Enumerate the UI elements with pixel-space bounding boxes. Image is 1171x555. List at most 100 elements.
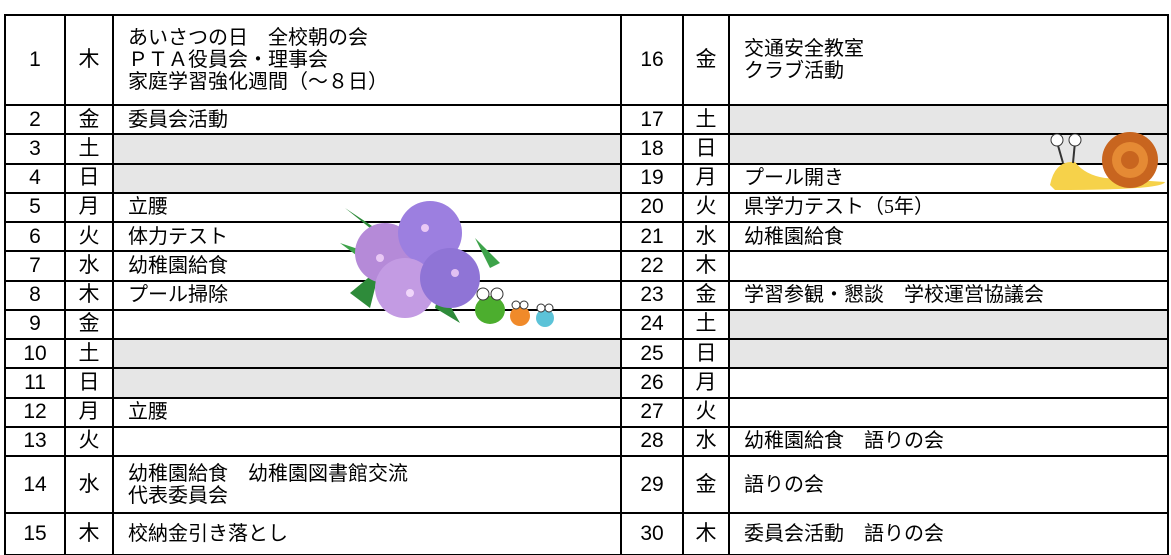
events-cell: 幼稚園給食 幼稚園図書館交流 代表委員会 (112, 455, 622, 514)
day-number: 8 (4, 279, 66, 311)
weekday: 木 (64, 14, 114, 106)
weekday: 金 (682, 455, 730, 514)
calendar-row: 3 土 18 日 (4, 133, 1169, 165)
weekday: 金 (682, 279, 730, 311)
day-number: 30 (620, 512, 684, 555)
event-text: クラブ活動 (744, 60, 844, 82)
day-number: 13 (4, 425, 66, 458)
event-text: 委員会活動 語りの会 (744, 523, 944, 545)
event-text: 語りの会 (744, 473, 824, 496)
weekday: 月 (682, 162, 730, 194)
weekday: 水 (64, 455, 114, 514)
weekday: 金 (64, 103, 114, 136)
day-number: 6 (4, 220, 66, 253)
calendar-row: 4 日 19 月プール開き (4, 162, 1169, 194)
weekday: 金 (682, 14, 730, 106)
calendar-row: 1 木あいさつの日 全校朝の会 ＰＴＡ役員会・理事会 家庭学習強化週間（～８日） 16 金… (4, 14, 1169, 106)
day-number: 19 (620, 162, 684, 194)
events-cell: 体力テスト (112, 220, 622, 253)
events-cell: あいさつの日 全校朝の会 ＰＴＡ役員会・理事会 家庭学習強化週間（～８日） (112, 14, 622, 106)
event-text: 立腰 (128, 196, 168, 219)
events-cell: 幼稚園給食 (112, 250, 622, 282)
weekday: 火 (64, 425, 114, 458)
events-cell (728, 337, 1169, 370)
event-text: 幼稚園給食 (128, 254, 228, 277)
weekday: 月 (64, 396, 114, 428)
day-number: 22 (620, 250, 684, 282)
event-text: プール開き (744, 167, 844, 190)
weekday: 金 (64, 308, 114, 341)
calendar-row: 2 金委員会活動 17 土 (4, 103, 1169, 136)
event-text: 幼稚園給食 語りの会 (744, 430, 944, 453)
event-text: 委員会活動 (128, 108, 228, 131)
weekday: 月 (64, 191, 114, 224)
day-number: 10 (4, 337, 66, 370)
event-text: 学習参観・懇談 学校運営協議会 (744, 284, 1044, 307)
events-cell (728, 133, 1169, 165)
weekday: 日 (64, 162, 114, 194)
weekday: 木 (64, 512, 114, 555)
events-cell (112, 133, 622, 165)
day-number: 7 (4, 250, 66, 282)
events-cell: プール開き (728, 162, 1169, 194)
events-cell (728, 103, 1169, 136)
events-cell: 委員会活動 語りの会 (728, 512, 1169, 555)
day-number: 4 (4, 162, 66, 194)
calendar-row: 12 月立腰 27 火 (4, 396, 1169, 428)
day-number: 20 (620, 191, 684, 224)
events-cell: 委員会活動 (112, 103, 622, 136)
events-cell (728, 396, 1169, 428)
event-text: 幼稚園給食 (744, 225, 844, 248)
event-text: 立腰 (128, 401, 168, 424)
calendar-row: 11 日 26 月 (4, 367, 1169, 399)
day-number: 14 (4, 455, 66, 514)
day-number: 28 (620, 425, 684, 458)
events-cell (112, 367, 622, 399)
weekday: 日 (682, 337, 730, 370)
event-text: プール掃除 (128, 284, 228, 307)
events-cell: 幼稚園給食 (728, 220, 1169, 253)
weekday: 土 (64, 337, 114, 370)
weekday: 火 (682, 191, 730, 224)
day-number: 24 (620, 308, 684, 341)
events-cell (112, 425, 622, 458)
weekday: 火 (64, 220, 114, 253)
events-cell: プール掃除 (112, 279, 622, 311)
weekday: 水 (64, 250, 114, 282)
event-text: あいさつの日 全校朝の会 (128, 27, 368, 49)
weekday: 日 (682, 133, 730, 165)
calendar-body: 1 木あいさつの日 全校朝の会 ＰＴＡ役員会・理事会 家庭学習強化週間（～８日） 16 金… (4, 14, 1169, 555)
day-number: 25 (620, 337, 684, 370)
weekday: 土 (682, 308, 730, 341)
events-cell: 幼稚園給食 語りの会 (728, 425, 1169, 458)
day-number: 21 (620, 220, 684, 253)
calendar-row: 14 水幼稚園給食 幼稚園図書館交流 代表委員会 29 金語りの会 (4, 455, 1169, 514)
event-text: 家庭学習強化週間（～８日） (128, 71, 388, 93)
day-number: 18 (620, 133, 684, 165)
weekday: 水 (682, 220, 730, 253)
weekday: 木 (682, 250, 730, 282)
event-text: 交通安全教室 (744, 38, 864, 60)
day-number: 26 (620, 367, 684, 399)
day-number: 29 (620, 455, 684, 514)
calendar-row: 6 火体力テスト 21 水幼稚園給食 (4, 220, 1169, 253)
day-number: 1 (4, 14, 66, 106)
events-cell: 交通安全教室 クラブ活動 (728, 14, 1169, 106)
day-number: 11 (4, 367, 66, 399)
weekday: 火 (682, 396, 730, 428)
event-text: 体力テスト (128, 225, 228, 248)
events-cell: 立腰 (112, 191, 622, 224)
weekday: 水 (682, 425, 730, 458)
calendar-row: 5 月立腰 20 火県学力テスト（5年） (4, 191, 1169, 224)
events-cell: 県学力テスト（5年） (728, 191, 1169, 224)
day-number: 12 (4, 396, 66, 428)
events-cell (112, 162, 622, 194)
events-cell (728, 367, 1169, 399)
weekday: 日 (64, 367, 114, 399)
event-text: 県学力テスト（5年） (744, 196, 934, 219)
event-text: 幼稚園給食 幼稚園図書館交流 (128, 462, 408, 485)
events-cell: 学習参観・懇談 学校運営協議会 (728, 279, 1169, 311)
day-number: 16 (620, 14, 684, 106)
event-text: 校納金引き落とし (128, 523, 288, 545)
calendar-row: 7 水幼稚園給食 22 木 (4, 250, 1169, 282)
